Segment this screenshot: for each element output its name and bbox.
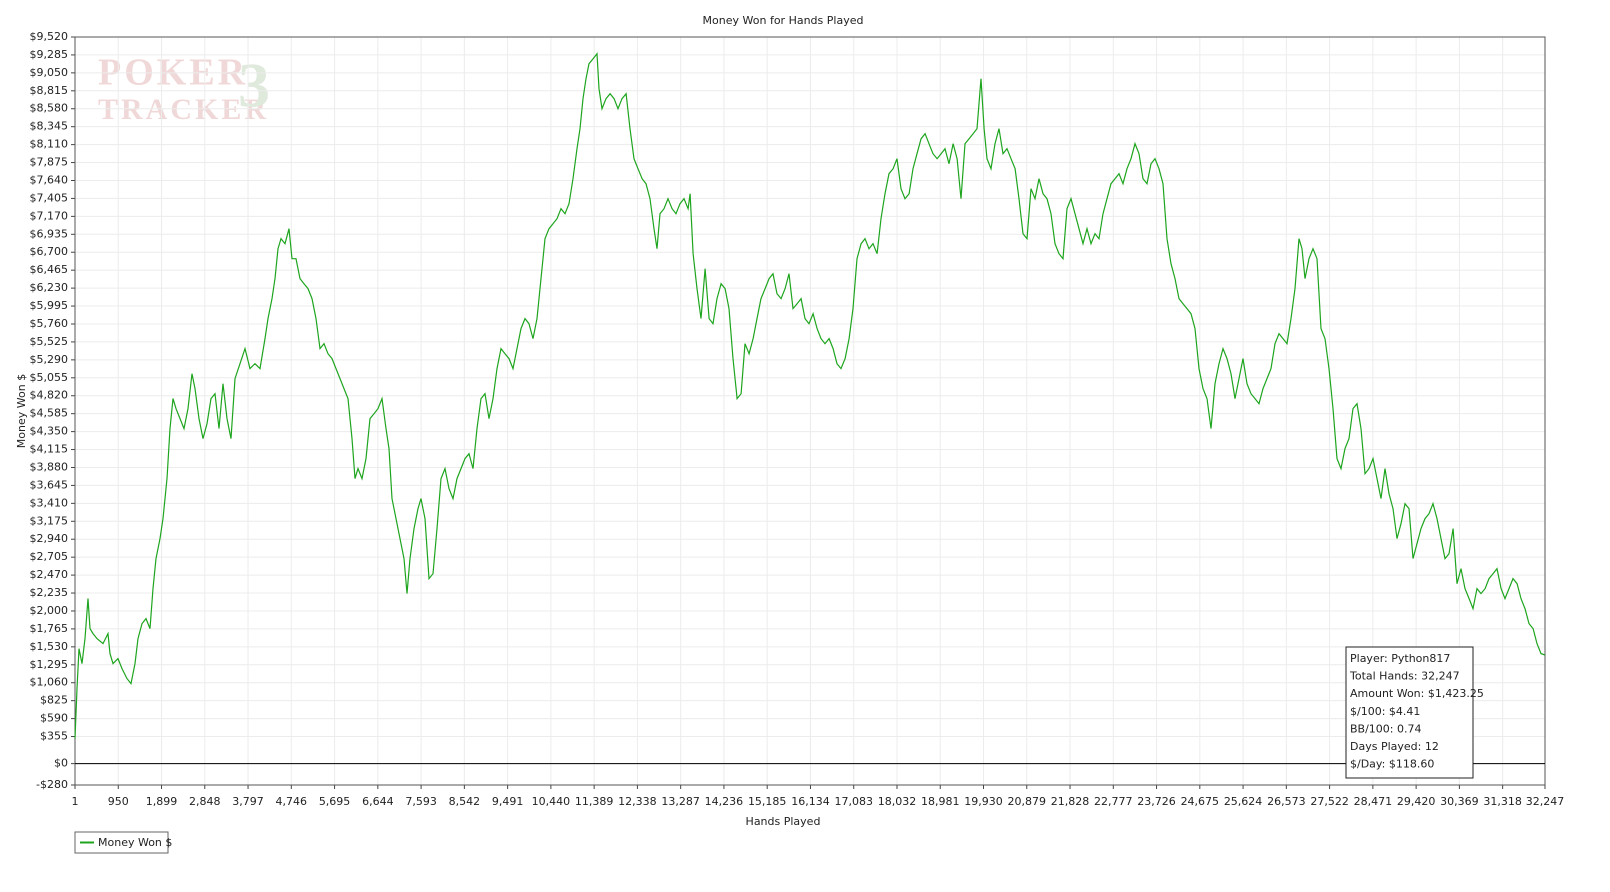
x-tick-label: 6,644 xyxy=(362,795,394,808)
y-tick-label: $3,410 xyxy=(30,496,69,509)
x-tick-label: 16,134 xyxy=(791,795,830,808)
info-line: Total Hands: 32,247 xyxy=(1349,670,1460,683)
y-tick-label: $9,285 xyxy=(30,48,69,61)
y-tick-label: $7,170 xyxy=(30,209,69,222)
x-tick-label: 20,879 xyxy=(1008,795,1047,808)
y-tick-label: $9,050 xyxy=(30,66,69,79)
y-tick-label: $7,640 xyxy=(30,173,69,186)
y-tick-label: $4,820 xyxy=(30,389,69,402)
x-tick-label: 28,471 xyxy=(1354,795,1393,808)
x-tick-label: 3,797 xyxy=(232,795,264,808)
x-tick-label: 1 xyxy=(72,795,79,808)
y-tick-label: $6,465 xyxy=(30,263,69,276)
plot-frame xyxy=(74,36,1546,786)
x-tick-label: 18,981 xyxy=(921,795,960,808)
x-tick-label: 25,624 xyxy=(1224,795,1263,808)
x-tick-label: 27,522 xyxy=(1310,795,1349,808)
info-line: Days Played: 12 xyxy=(1350,740,1439,753)
x-tick-label: 24,675 xyxy=(1181,795,1220,808)
y-tick-label: $2,940 xyxy=(30,532,69,545)
y-tick-label: $8,345 xyxy=(30,120,69,133)
x-tick-label: 2,848 xyxy=(189,795,221,808)
y-tick-label: -$280 xyxy=(36,778,68,791)
y-tick-label: $5,055 xyxy=(30,371,69,384)
y-tick-label: $6,230 xyxy=(30,281,69,294)
y-tick-label: $5,995 xyxy=(30,299,69,312)
y-tick-label: $1,060 xyxy=(30,676,69,689)
x-tick-label: 30,369 xyxy=(1440,795,1479,808)
x-tick-label: 9,491 xyxy=(492,795,524,808)
y-tick-label: $3,175 xyxy=(30,514,69,527)
y-tick-label: $3,880 xyxy=(30,460,69,473)
x-tick-label: 950 xyxy=(108,795,129,808)
y-tick-label: $355 xyxy=(40,730,68,743)
x-tick-label: 4,746 xyxy=(276,795,308,808)
info-line: $/100: $4.41 xyxy=(1350,705,1420,718)
x-tick-label: 10,440 xyxy=(532,795,571,808)
y-tick-label: $5,290 xyxy=(30,353,69,366)
watermark: POKER TRACKER 3 xyxy=(98,50,273,126)
y-tick-label: $4,585 xyxy=(30,407,69,420)
y-tick-label: $2,470 xyxy=(30,568,69,581)
x-tick-label: 32,247 xyxy=(1526,795,1565,808)
y-tick-label: $0 xyxy=(54,757,68,770)
x-tick-label: 21,828 xyxy=(1051,795,1090,808)
y-tick-label: $4,115 xyxy=(30,443,69,456)
legend-box xyxy=(74,831,169,854)
x-tick-label: 11,389 xyxy=(575,795,614,808)
y-tick-label: $3,645 xyxy=(30,478,69,491)
y-tick-label: $1,765 xyxy=(30,622,69,635)
y-tick-label: $2,235 xyxy=(30,586,69,599)
y-tick-label: $1,295 xyxy=(30,658,69,671)
y-tick-label: $6,700 xyxy=(30,245,69,258)
x-tick-label: 14,236 xyxy=(705,795,744,808)
x-axis-label: Hands Played xyxy=(746,815,821,828)
info-box xyxy=(1345,646,1474,779)
y-tick-label: $2,705 xyxy=(30,550,69,563)
y-tick-label: $4,350 xyxy=(30,425,69,438)
y-tick-label: $5,525 xyxy=(30,335,69,348)
x-tick-label: 23,726 xyxy=(1137,795,1176,808)
x-tick-label: 22,777 xyxy=(1094,795,1133,808)
x-tick-label: 26,573 xyxy=(1267,795,1306,808)
x-tick-label: 13,287 xyxy=(661,795,700,808)
y-tick-label: $7,875 xyxy=(30,156,69,169)
y-tick-label: $2,000 xyxy=(30,604,69,617)
info-line: $/Day: $118.60 xyxy=(1350,758,1434,771)
data-line xyxy=(74,52,1546,739)
y-tick-label: $5,760 xyxy=(30,317,69,330)
x-tick-label: 5,695 xyxy=(319,795,351,808)
info-line: Amount Won: $1,423.25 xyxy=(1350,687,1484,700)
y-tick-label: $8,110 xyxy=(30,138,69,151)
info-line: Player: Python817 xyxy=(1350,652,1450,665)
y-axis-label: Money Won $ xyxy=(15,374,28,448)
x-tick-label: 1,899 xyxy=(146,795,178,808)
legend-label: Money Won $ xyxy=(98,836,172,849)
y-tick-label: $590 xyxy=(40,712,68,725)
y-tick-label: $1,530 xyxy=(30,640,69,653)
y-tick-label: $6,935 xyxy=(30,227,69,240)
y-tick-label: $825 xyxy=(40,694,68,707)
x-tick-label: 31,318 xyxy=(1483,795,1522,808)
watermark-badge: 3 xyxy=(238,50,273,121)
y-tick-label: $8,815 xyxy=(30,84,69,97)
x-tick-label: 29,420 xyxy=(1397,795,1436,808)
x-tick-label: 8,542 xyxy=(449,795,481,808)
y-tick-label: $8,580 xyxy=(30,102,69,115)
x-tick-label: 12,338 xyxy=(618,795,657,808)
x-tick-label: 15,185 xyxy=(748,795,787,808)
x-tick-label: 19,930 xyxy=(964,795,1003,808)
y-tick-label: $7,405 xyxy=(30,191,69,204)
x-tick-label: 18,032 xyxy=(878,795,917,808)
chart-title: Money Won for Hands Played xyxy=(703,14,864,27)
watermark-line2: TRACKER xyxy=(98,93,269,126)
info-line: BB/100: 0.74 xyxy=(1350,722,1422,735)
y-tick-label: $9,520 xyxy=(30,30,69,43)
x-tick-label: 7,593 xyxy=(405,795,437,808)
x-tick-label: 17,083 xyxy=(834,795,873,808)
